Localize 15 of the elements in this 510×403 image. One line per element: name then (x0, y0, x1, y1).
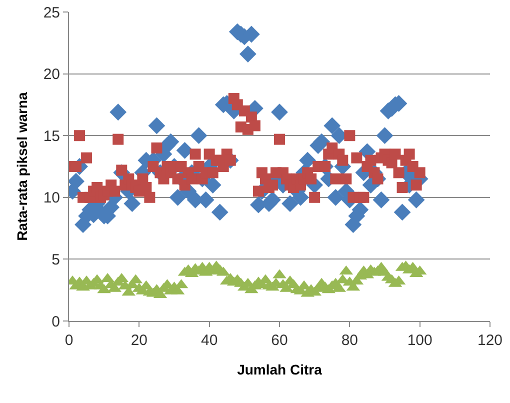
x-axis-title: Jumlah Citra (237, 361, 322, 378)
y-tick-label: 5 (52, 251, 60, 268)
x-tick-label: 80 (341, 332, 358, 349)
y-tick-label: 0 (52, 313, 60, 330)
y-tick-label: 20 (43, 66, 60, 84)
y-tick-label: 15 (43, 128, 60, 145)
x-tick-label: 100 (407, 332, 432, 349)
y-axis-title: Rata-rata piksel warna (14, 92, 30, 241)
x-tick-label: 0 (64, 332, 74, 349)
x-tick-label: 40 (200, 332, 218, 349)
y-tick-label: 25 (43, 4, 60, 22)
y-tick-label: 10 (43, 190, 60, 207)
x-tick-label: 20 (130, 332, 148, 349)
x-tick-label: 60 (271, 332, 288, 349)
x-tick-label: 120 (477, 332, 503, 349)
